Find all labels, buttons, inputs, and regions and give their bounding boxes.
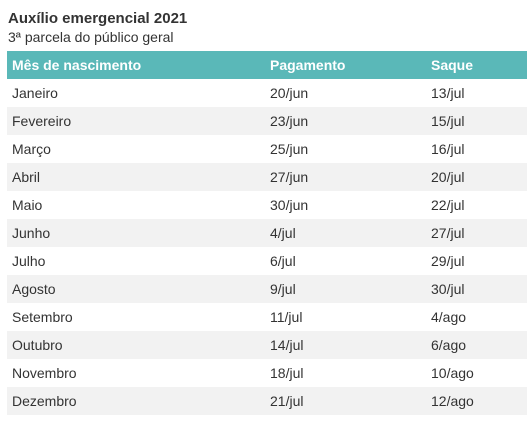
cell-payment-date: 18/jul <box>265 359 426 387</box>
cell-birth-month: Fevereiro <box>7 107 265 135</box>
cell-withdrawal-date: 4/ago <box>426 303 527 331</box>
cell-payment-date: 27/jun <box>265 163 426 191</box>
cell-birth-month: Setembro <box>7 303 265 331</box>
table-row: Maio 30/jun 22/jul <box>7 191 527 219</box>
cell-payment-date: 21/jul <box>265 387 426 415</box>
cell-birth-month: Outubro <box>7 331 265 359</box>
table-header: Mês de nascimento Pagamento Saque <box>7 51 527 79</box>
cell-birth-month: Agosto <box>7 275 265 303</box>
cell-payment-date: 11/jul <box>265 303 426 331</box>
table-row: Julho 6/jul 29/jul <box>7 247 527 275</box>
cell-withdrawal-date: 29/jul <box>426 247 527 275</box>
cell-withdrawal-date: 30/jul <box>426 275 527 303</box>
cell-birth-month: Dezembro <box>7 387 265 415</box>
table-row: Setembro 11/jul 4/ago <box>7 303 527 331</box>
table-row: Outubro 14/jul 6/ago <box>7 331 527 359</box>
table-header-row: Mês de nascimento Pagamento Saque <box>7 51 527 79</box>
cell-withdrawal-date: 20/jul <box>426 163 527 191</box>
column-header-withdrawal: Saque <box>426 51 527 79</box>
cell-withdrawal-date: 12/ago <box>426 387 527 415</box>
payment-schedule-table: Mês de nascimento Pagamento Saque Janeir… <box>7 51 527 415</box>
cell-birth-month: Maio <box>7 191 265 219</box>
cell-payment-date: 9/jul <box>265 275 426 303</box>
column-header-birth-month: Mês de nascimento <box>7 51 265 79</box>
cell-payment-date: 4/jul <box>265 219 426 247</box>
cell-withdrawal-date: 27/jul <box>426 219 527 247</box>
cell-payment-date: 23/jun <box>265 107 426 135</box>
cell-payment-date: 20/jun <box>265 79 426 107</box>
table-row: Novembro 18/jul 10/ago <box>7 359 527 387</box>
table-row: Abril 27/jun 20/jul <box>7 163 527 191</box>
cell-withdrawal-date: 22/jul <box>426 191 527 219</box>
page-title: Auxílio emergencial 2021 <box>8 10 188 27</box>
cell-birth-month: Abril <box>7 163 265 191</box>
table-row: Janeiro 20/jun 13/jul <box>7 79 527 107</box>
cell-birth-month: Novembro <box>7 359 265 387</box>
cell-payment-date: 30/jun <box>265 191 426 219</box>
table-row: Fevereiro 23/jun 15/jul <box>7 107 527 135</box>
table-row: Março 25/jun 16/jul <box>7 135 527 163</box>
cell-withdrawal-date: 13/jul <box>426 79 527 107</box>
table-row: Agosto 9/jul 30/jul <box>7 275 527 303</box>
column-header-payment: Pagamento <box>265 51 426 79</box>
cell-payment-date: 14/jul <box>265 331 426 359</box>
cell-birth-month: Março <box>7 135 265 163</box>
cell-withdrawal-date: 16/jul <box>426 135 527 163</box>
table-row: Dezembro 21/jul 12/ago <box>7 387 527 415</box>
cell-withdrawal-date: 15/jul <box>426 107 527 135</box>
cell-payment-date: 25/jun <box>265 135 426 163</box>
cell-payment-date: 6/jul <box>265 247 426 275</box>
cell-birth-month: Julho <box>7 247 265 275</box>
cell-birth-month: Junho <box>7 219 265 247</box>
page-subtitle: 3ª parcela do público geral <box>8 29 174 45</box>
cell-withdrawal-date: 6/ago <box>426 331 527 359</box>
table-row: Junho 4/jul 27/jul <box>7 219 527 247</box>
table-body: Janeiro 20/jun 13/jul Fevereiro 23/jun 1… <box>7 79 527 415</box>
cell-birth-month: Janeiro <box>7 79 265 107</box>
cell-withdrawal-date: 10/ago <box>426 359 527 387</box>
